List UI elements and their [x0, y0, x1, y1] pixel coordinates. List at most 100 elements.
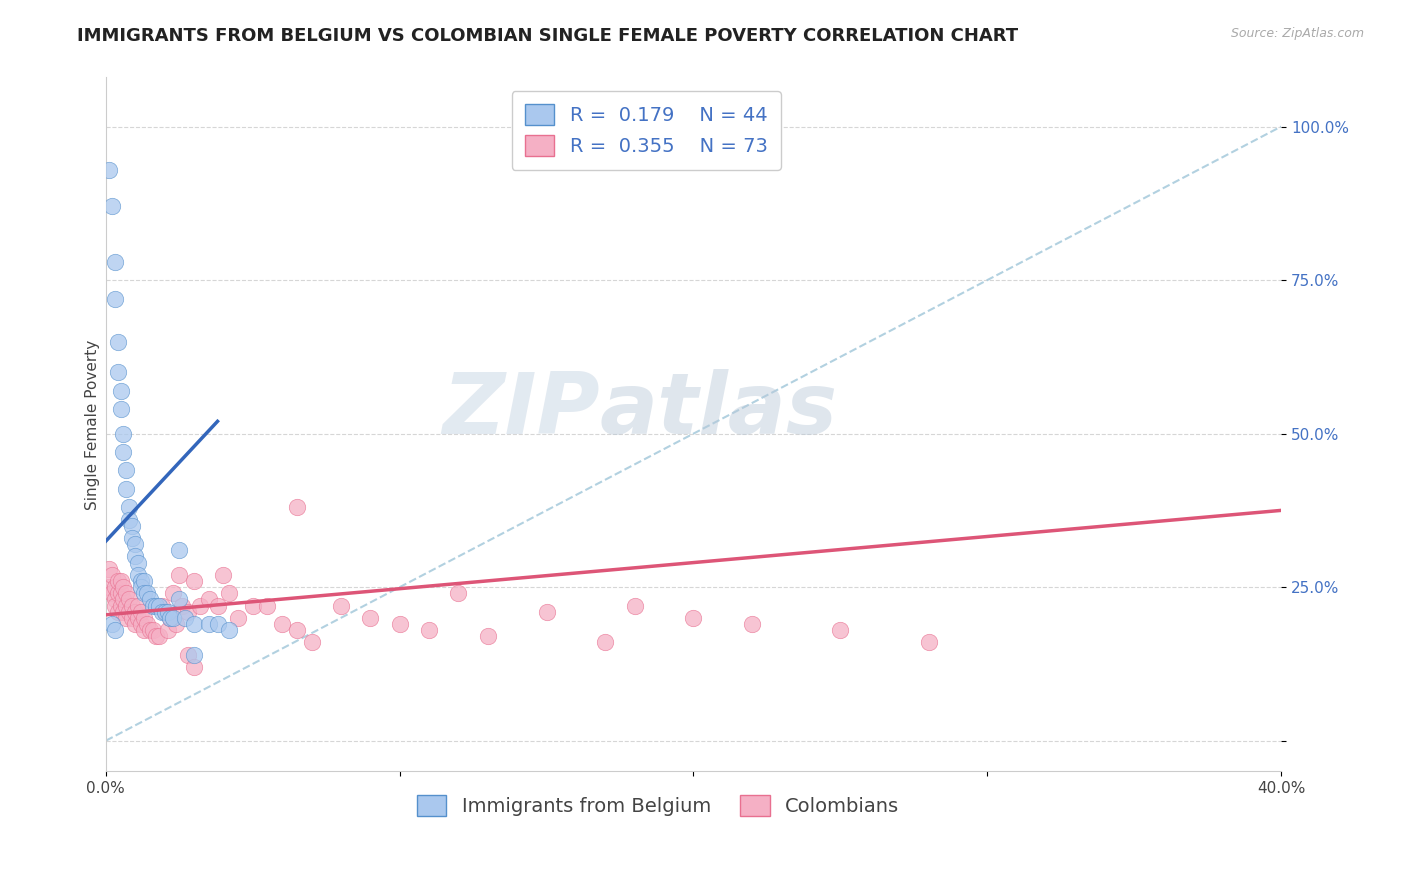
Point [174, 611, 197, 625]
Point [127, 611, 149, 625]
Point [139, 592, 162, 607]
Point [115, 599, 138, 613]
Point [112, 592, 135, 607]
Point [159, 611, 181, 625]
Point [301, 635, 323, 649]
Point [183, 660, 205, 674]
Point [285, 623, 308, 637]
Point [118, 500, 141, 515]
Point [97, 162, 120, 177]
Point [359, 611, 381, 625]
Point [110, 402, 132, 417]
Point [595, 635, 617, 649]
Text: IMMIGRANTS FROM BELGIUM VS COLOMBIAN SINGLE FEMALE POVERTY CORRELATION CHART: IMMIGRANTS FROM BELGIUM VS COLOMBIAN SIN… [77, 27, 1018, 45]
Point [132, 586, 155, 600]
Point [127, 556, 149, 570]
Point [162, 611, 184, 625]
Point [148, 599, 170, 613]
Point [115, 611, 138, 625]
Point [100, 586, 122, 600]
Point [623, 599, 645, 613]
Point [136, 586, 159, 600]
Point [207, 617, 229, 632]
Point [118, 513, 141, 527]
Point [418, 623, 440, 637]
Point [197, 592, 219, 607]
Point [183, 648, 205, 662]
Point [100, 199, 122, 213]
Point [115, 586, 138, 600]
Point [104, 599, 127, 613]
Point [242, 599, 264, 613]
Point [110, 384, 132, 398]
Point [169, 592, 191, 607]
Point [256, 599, 278, 613]
Point [110, 574, 132, 588]
Point [104, 592, 127, 607]
Point [207, 599, 229, 613]
Point [139, 623, 162, 637]
Point [129, 574, 152, 588]
Point [271, 617, 294, 632]
Text: atlas: atlas [599, 369, 838, 452]
Point [107, 334, 129, 349]
Point [112, 605, 135, 619]
Point [682, 611, 704, 625]
Point [104, 292, 127, 306]
Point [110, 586, 132, 600]
Point [536, 605, 558, 619]
Point [115, 482, 138, 496]
Point [156, 623, 179, 637]
Point [129, 617, 152, 632]
Point [100, 617, 122, 632]
Point [136, 617, 159, 632]
Point [218, 623, 240, 637]
Point [177, 648, 200, 662]
Text: Source: ZipAtlas.com: Source: ZipAtlas.com [1230, 27, 1364, 40]
Point [830, 623, 852, 637]
Point [132, 623, 155, 637]
Point [156, 605, 179, 619]
Point [142, 599, 165, 613]
Point [477, 629, 499, 643]
Point [145, 599, 167, 613]
Point [169, 543, 191, 558]
Point [124, 605, 146, 619]
Point [124, 617, 146, 632]
Point [124, 549, 146, 564]
Point [153, 605, 176, 619]
Point [107, 365, 129, 379]
Text: ZIP: ZIP [441, 369, 599, 452]
Point [388, 617, 411, 632]
Point [159, 611, 181, 625]
Point [127, 567, 149, 582]
Point [741, 617, 763, 632]
Point [165, 617, 187, 632]
Point [129, 580, 152, 594]
Point [129, 605, 152, 619]
Point [107, 605, 129, 619]
Point [121, 599, 143, 613]
Point [226, 611, 249, 625]
Point [169, 567, 191, 582]
Point [121, 611, 143, 625]
Point [148, 629, 170, 643]
Y-axis label: Single Female Poverty: Single Female Poverty [86, 339, 100, 509]
Point [121, 518, 143, 533]
Point [107, 586, 129, 600]
Point [145, 629, 167, 643]
Point [162, 586, 184, 600]
Point [447, 586, 470, 600]
Point [121, 531, 143, 545]
Point [124, 537, 146, 551]
Point [132, 574, 155, 588]
Point [112, 426, 135, 441]
Point [112, 580, 135, 594]
Point [172, 599, 194, 613]
Point [183, 617, 205, 632]
Legend: Immigrants from Belgium, Colombians: Immigrants from Belgium, Colombians [409, 788, 907, 824]
Point [329, 599, 352, 613]
Point [110, 599, 132, 613]
Point [150, 599, 173, 613]
Point [127, 599, 149, 613]
